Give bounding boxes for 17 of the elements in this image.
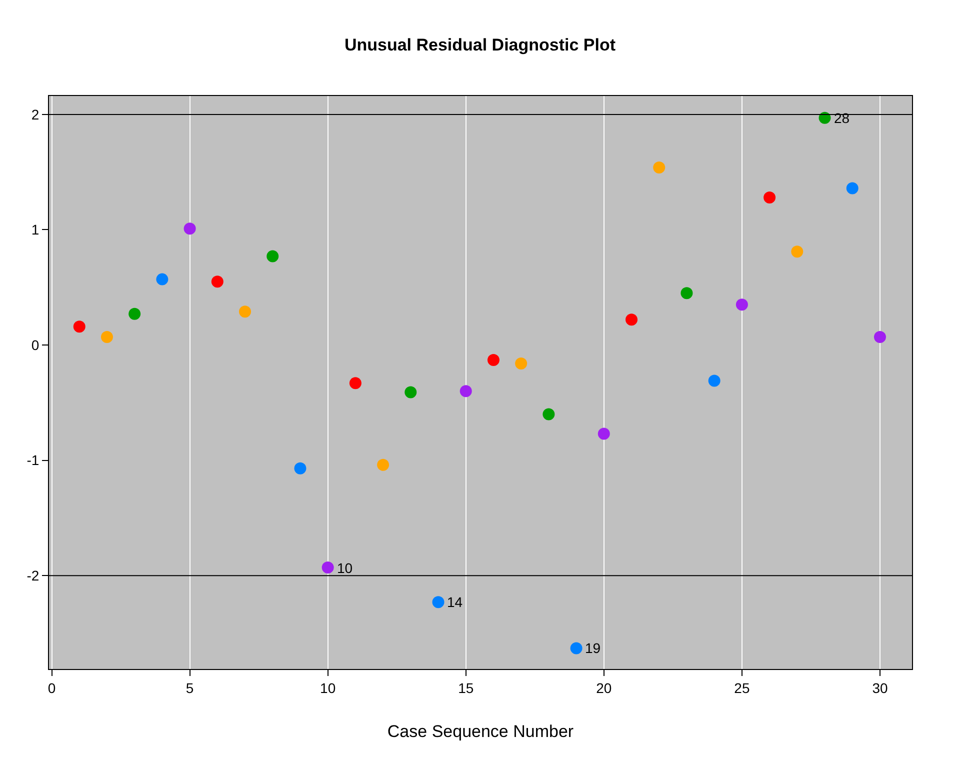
annotation: 19 [585,640,601,656]
y-tick-label: -1 [26,452,40,468]
x-tick-label: 25 [734,680,750,696]
x-tick-label: 30 [872,680,888,696]
chart-title: Unusual Residual Diagnostic Plot [344,35,616,54]
x-axis-title: Case Sequence Number [387,722,574,742]
y-tick-label: -2 [26,568,40,584]
y-tick-label: 0 [31,336,40,353]
x-tick-label: 10 [320,680,336,696]
x-tick-label: 5 [186,680,194,696]
annotation: 10 [337,560,353,576]
annotation: 14 [447,594,463,610]
y-tick-label: 2 [31,106,40,122]
x-tick-label: 20 [596,680,612,696]
x-tick-label: 0 [48,680,56,696]
y-tick-label: 1 [31,222,40,238]
x-tick-label: 15 [458,680,474,696]
